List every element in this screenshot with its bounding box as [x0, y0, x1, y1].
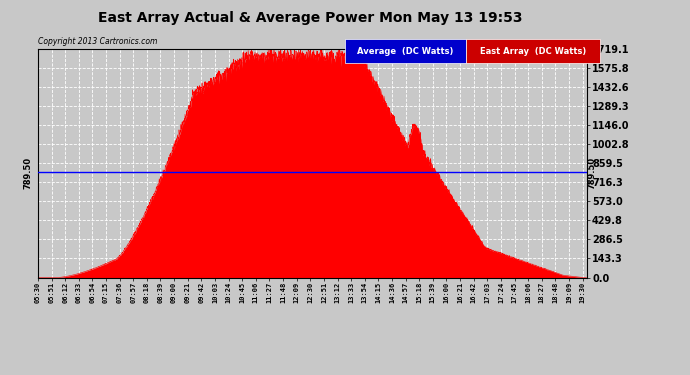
Text: Average  (DC Watts): Average (DC Watts): [357, 46, 453, 56]
Text: Copyright 2013 Cartronics.com: Copyright 2013 Cartronics.com: [38, 38, 157, 46]
Text: East Array Actual & Average Power Mon May 13 19:53: East Array Actual & Average Power Mon Ma…: [98, 11, 523, 25]
Text: 789.50: 789.50: [23, 156, 32, 189]
Text: 789.50: 789.50: [588, 156, 597, 189]
Text: East Array  (DC Watts): East Array (DC Watts): [480, 46, 586, 56]
